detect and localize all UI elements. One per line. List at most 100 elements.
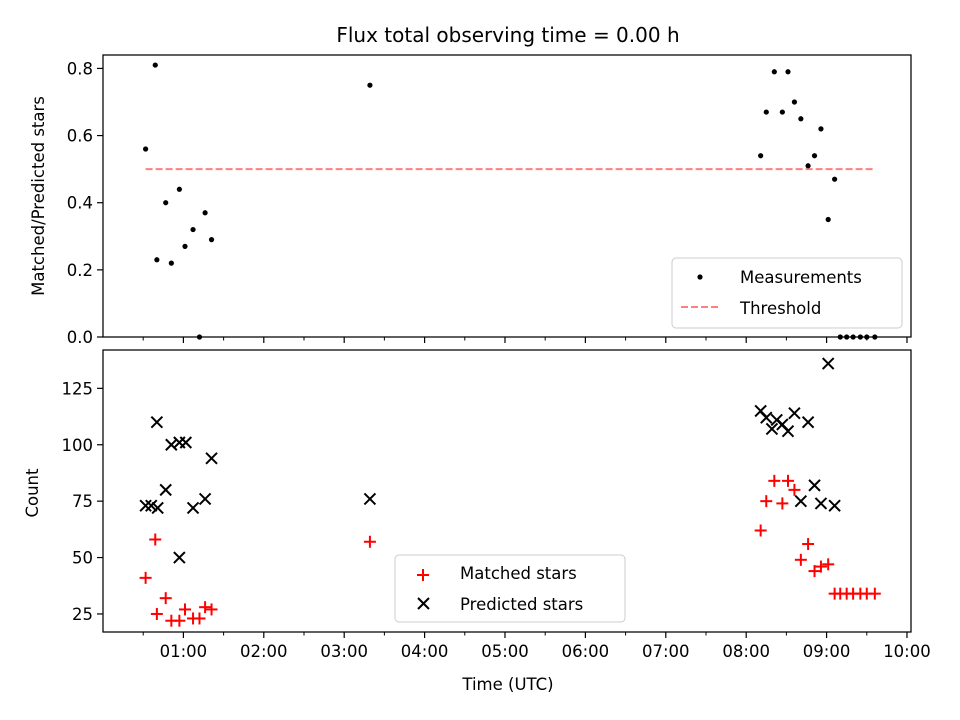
matched-star-point bbox=[199, 601, 212, 614]
predicted-star-point bbox=[198, 492, 212, 506]
legend-matched-label: Matched stars bbox=[460, 564, 577, 583]
measurement-point bbox=[818, 126, 824, 132]
predicted-star-point bbox=[821, 357, 835, 370]
ratio-legend-box bbox=[671, 257, 903, 329]
predicted-star-stroke bbox=[150, 415, 164, 429]
ratio-y-tick-label: 0.0 bbox=[67, 328, 93, 347]
measurement-point bbox=[152, 62, 158, 68]
predicted-star-stroke bbox=[151, 501, 164, 515]
count-panel: 25 50 75 100 125 01:00 02:00 03:00 04:00 05:00 06… bbox=[23, 349, 931, 694]
predicted-star-stroke bbox=[828, 499, 841, 512]
predicted-star-stroke bbox=[198, 492, 212, 506]
matched-star-point bbox=[149, 533, 162, 546]
ratio-legend: Measurements Threshold bbox=[671, 257, 903, 329]
measurement-point bbox=[168, 260, 174, 266]
ratio-y-tick-label: 0.2 bbox=[67, 261, 93, 280]
predicted-star-stroke bbox=[794, 494, 808, 508]
count-x-tick-label: 08:00 bbox=[722, 642, 770, 661]
predicted-star-point bbox=[139, 499, 152, 512]
matched-star-point bbox=[808, 565, 821, 578]
matched-star-point bbox=[754, 524, 767, 537]
x-axis-label: Time (UTC) bbox=[461, 675, 553, 694]
predicted-star-point bbox=[794, 494, 808, 508]
predicted-star-stroke bbox=[139, 499, 152, 512]
predicted-star-point bbox=[186, 501, 200, 515]
predicted-star-point bbox=[151, 501, 164, 515]
measurement-point bbox=[202, 210, 208, 216]
chart-title: Flux total observing time = 0.00 h bbox=[336, 23, 679, 47]
predicted-star-point bbox=[765, 422, 779, 436]
matched-star-point bbox=[802, 538, 815, 551]
predicted-star-point bbox=[179, 436, 193, 449]
matched-star-point bbox=[822, 558, 835, 571]
matched-star-point bbox=[193, 612, 206, 625]
matched-star-point bbox=[776, 497, 789, 510]
measurement-point bbox=[190, 226, 196, 233]
predicted-star-stroke bbox=[363, 492, 377, 506]
predicted-star-point bbox=[205, 452, 218, 465]
measurement-point bbox=[811, 153, 818, 159]
count-y-ticks: 25 50 75 100 125 bbox=[62, 379, 103, 624]
predicted-star-stroke bbox=[145, 499, 158, 512]
matched-star-point bbox=[179, 603, 192, 616]
predicted-star-stroke bbox=[781, 425, 795, 438]
predicted-star-stroke bbox=[808, 479, 821, 492]
measurement-point bbox=[154, 257, 160, 263]
measurement-point bbox=[143, 146, 149, 152]
ratio-y-tick-label: 0.4 bbox=[67, 194, 93, 213]
predicted-star-point bbox=[814, 497, 828, 510]
measurement-point bbox=[779, 109, 785, 115]
count-y-tick-label: 125 bbox=[62, 379, 94, 398]
matched-star-point bbox=[781, 474, 794, 487]
measurement-point bbox=[763, 109, 769, 115]
count-x-tick-label: 10:00 bbox=[883, 642, 931, 661]
ratio-panel: 0.00.20.40.60.8 Matched/Predicted stars … bbox=[29, 54, 912, 347]
predicted-star-stroke bbox=[788, 406, 801, 420]
matched-star-point bbox=[363, 535, 376, 548]
ratio-y-tick-label: 0.6 bbox=[67, 127, 93, 146]
predicted-star-stroke bbox=[821, 357, 835, 370]
predicted-star-point bbox=[165, 438, 178, 451]
count-x-tick-label: 01:00 bbox=[160, 642, 208, 661]
predicted-star-stroke bbox=[760, 411, 773, 424]
count-x-tick-label: 03:00 bbox=[320, 642, 368, 661]
matched-star-point bbox=[814, 560, 827, 573]
measurement-point bbox=[825, 216, 831, 223]
measurement-point bbox=[163, 200, 169, 206]
count-x-tick-label: 05:00 bbox=[481, 642, 529, 661]
ratio-y-ticks: 0.0 0.2 0.4 0.6 0.8 bbox=[67, 59, 103, 347]
count-x-tick-label: 09:00 bbox=[803, 642, 851, 661]
count-legend: Matched stars Predicted stars bbox=[394, 554, 626, 623]
count-y-tick-label: 25 bbox=[72, 605, 93, 624]
matched-star-point bbox=[760, 495, 773, 508]
predicted-star-stroke bbox=[159, 483, 172, 497]
predicted-star-stroke bbox=[814, 497, 828, 510]
count-y-tick-label: 75 bbox=[72, 492, 93, 511]
measurement-point bbox=[791, 99, 798, 105]
matched-star-point bbox=[868, 587, 881, 600]
matched-star-point bbox=[173, 614, 186, 627]
predicted-star-stroke bbox=[173, 551, 186, 564]
legend-measurements-label: Measurements bbox=[740, 268, 862, 287]
ratio-y-axis-label: Matched/Predicted stars bbox=[29, 96, 48, 296]
predicted-star-point bbox=[150, 415, 164, 429]
predicted-star-point bbox=[159, 483, 172, 497]
matched-star-point bbox=[150, 607, 163, 620]
matched-star-point bbox=[159, 592, 172, 605]
count-axes-frame bbox=[102, 349, 912, 633]
predicted-star-stroke bbox=[801, 415, 815, 429]
measurement-point bbox=[367, 82, 373, 88]
matched-star-point bbox=[205, 603, 218, 616]
measurement-point bbox=[798, 116, 804, 122]
predicted-star-stroke bbox=[754, 404, 767, 418]
predicted-star-stroke bbox=[205, 452, 218, 465]
count-y-axis-label: Count bbox=[23, 468, 42, 518]
count-x-ticks: 01:00 02:00 03:00 04:00 05:00 06:00 07:00 08:00… bbox=[142, 632, 931, 661]
legend-predicted-label: Predicted stars bbox=[460, 595, 583, 614]
measurement-point bbox=[805, 163, 811, 169]
matched-star-point bbox=[139, 571, 152, 584]
measurement-point bbox=[785, 69, 791, 75]
measurement-point bbox=[208, 237, 215, 243]
count-y-tick-label: 100 bbox=[62, 436, 94, 455]
